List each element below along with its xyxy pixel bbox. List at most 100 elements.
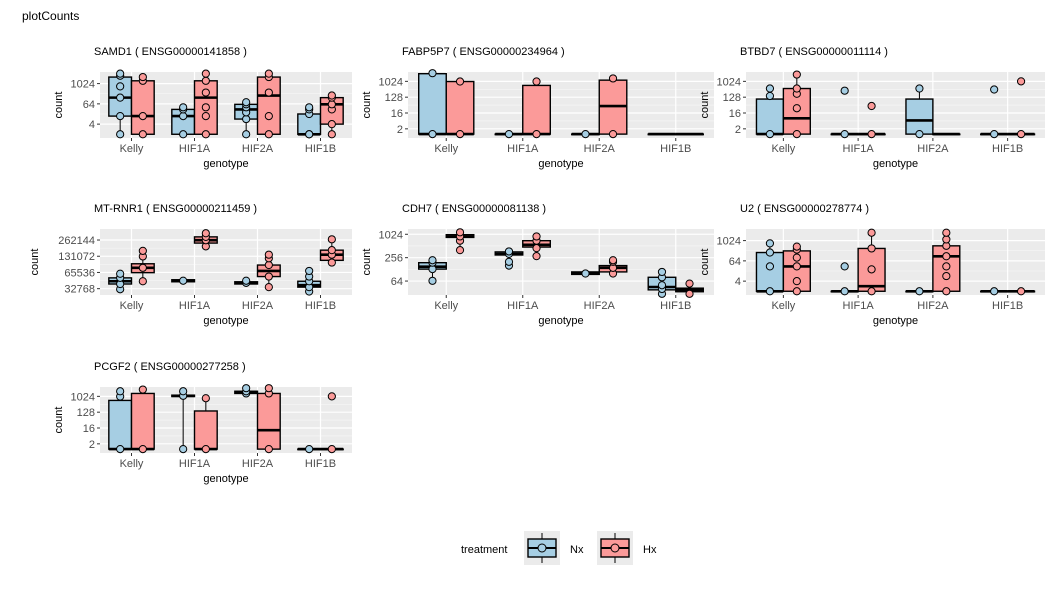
data-point	[201, 130, 210, 139]
panel-title: MT-RNR1 ( ENSG00000211459 )	[94, 203, 257, 215]
box-nx-kelly	[418, 256, 447, 285]
data-point	[455, 246, 465, 255]
data-point	[867, 244, 876, 253]
box-hx-hif1b	[1006, 77, 1036, 139]
panel-2: 2 16 128 1024 Kelly HIF1A HIF2A HIF1B FABP5P7 ( …	[361, 46, 714, 170]
data-point	[942, 262, 951, 271]
data-point	[327, 445, 336, 454]
box-body	[418, 72, 447, 135]
x-tick-label: Kelly	[434, 300, 458, 312]
box-nx-hif1b	[647, 267, 677, 298]
box-body	[256, 76, 281, 135]
data-point	[138, 263, 147, 272]
data-point	[867, 265, 876, 274]
data-point	[608, 256, 618, 265]
data-point	[504, 247, 514, 256]
box-nx-hif2a	[234, 384, 259, 398]
box-hx-kelly	[782, 242, 811, 296]
y-tick-label: 64	[729, 256, 741, 268]
data-point	[138, 130, 147, 139]
x-axis-label: genotype	[203, 158, 248, 170]
box-nx-kelly	[108, 269, 133, 294]
box-hx-hif1b	[675, 132, 704, 136]
data-point	[1016, 130, 1026, 139]
legend: treatment Nx Hx	[461, 531, 657, 565]
data-point	[327, 235, 336, 244]
y-tick-label: 64	[391, 276, 403, 288]
data-point	[116, 269, 125, 278]
data-point	[201, 69, 210, 78]
data-point	[765, 91, 775, 101]
data-point	[765, 239, 775, 248]
box-nx-hif1a	[494, 247, 524, 270]
data-point	[792, 84, 801, 93]
y-tick-label: 256	[385, 253, 403, 265]
data-point	[915, 84, 924, 93]
data-point	[327, 100, 336, 109]
data-point	[327, 130, 336, 139]
panel-title: FABP5P7 ( ENSG00000234964 )	[402, 46, 565, 58]
box-hx-hif1b	[319, 235, 344, 267]
data-point	[179, 276, 188, 285]
data-point	[305, 266, 314, 276]
data-point	[179, 111, 188, 121]
box-hx-kelly	[782, 70, 811, 139]
y-tick-label: 128	[77, 407, 95, 419]
y-tick-label: 1024	[71, 391, 95, 403]
data-point	[867, 101, 876, 111]
data-point	[990, 287, 999, 296]
data-point	[242, 114, 251, 124]
box-hx-kelly	[130, 385, 155, 454]
data-point	[116, 387, 125, 396]
data-point	[305, 103, 314, 112]
box-hx-hif2a	[598, 256, 628, 278]
panel-4: 32768 65536 131072 262144 Kelly HIF1A HIF2A HIF…	[29, 203, 352, 327]
box-nx-hif1a	[830, 86, 859, 139]
y-tick-label: 128	[723, 92, 741, 104]
data-point	[116, 130, 125, 139]
x-tick-label: HIF1A	[507, 143, 539, 155]
data-point	[138, 246, 147, 255]
data-point	[327, 258, 336, 267]
data-point	[116, 445, 125, 454]
x-tick-label: Kelly	[434, 143, 458, 155]
data-point	[201, 103, 210, 112]
data-point	[179, 387, 188, 396]
x-tick-label: HIF2A	[242, 458, 274, 470]
legend-key-hx	[597, 531, 633, 565]
box-body	[108, 399, 133, 450]
x-tick-label: HIF1B	[660, 300, 691, 312]
data-point	[942, 252, 951, 261]
box-body	[193, 410, 218, 450]
y-axis-label: count	[361, 92, 373, 119]
x-tick-label: HIF2A	[917, 143, 949, 155]
data-point	[264, 384, 273, 393]
panel-title: CDH7 ( ENSG00000081138 )	[402, 203, 546, 215]
box-nx-kelly	[755, 84, 785, 139]
data-point	[242, 384, 251, 393]
data-point	[455, 228, 465, 237]
box-nx-hif2a	[571, 269, 600, 278]
y-axis-label: count	[53, 407, 65, 434]
box-nx-hif1b	[297, 266, 322, 296]
y-axis-label: count	[699, 249, 711, 276]
data-point	[867, 287, 876, 296]
data-point	[264, 111, 273, 121]
data-point	[765, 287, 775, 296]
x-tick-label: Kelly	[120, 143, 144, 155]
legend-key-nx	[524, 531, 560, 565]
panel-title: SAMD1 ( ENSG00000141858 )	[94, 46, 247, 58]
x-tick-label: HIF1B	[992, 143, 1023, 155]
y-axis-label: count	[29, 249, 41, 276]
y-tick-label: 16	[729, 108, 741, 120]
data-point	[792, 242, 801, 251]
data-point	[792, 130, 801, 139]
x-tick-label: HIF1B	[992, 300, 1023, 312]
data-point	[1016, 77, 1026, 86]
data-point	[428, 276, 437, 285]
legend-point	[537, 543, 547, 553]
y-tick-label: 262144	[58, 235, 95, 247]
box-nx-hif1b	[980, 85, 1009, 139]
data-point	[867, 228, 876, 237]
